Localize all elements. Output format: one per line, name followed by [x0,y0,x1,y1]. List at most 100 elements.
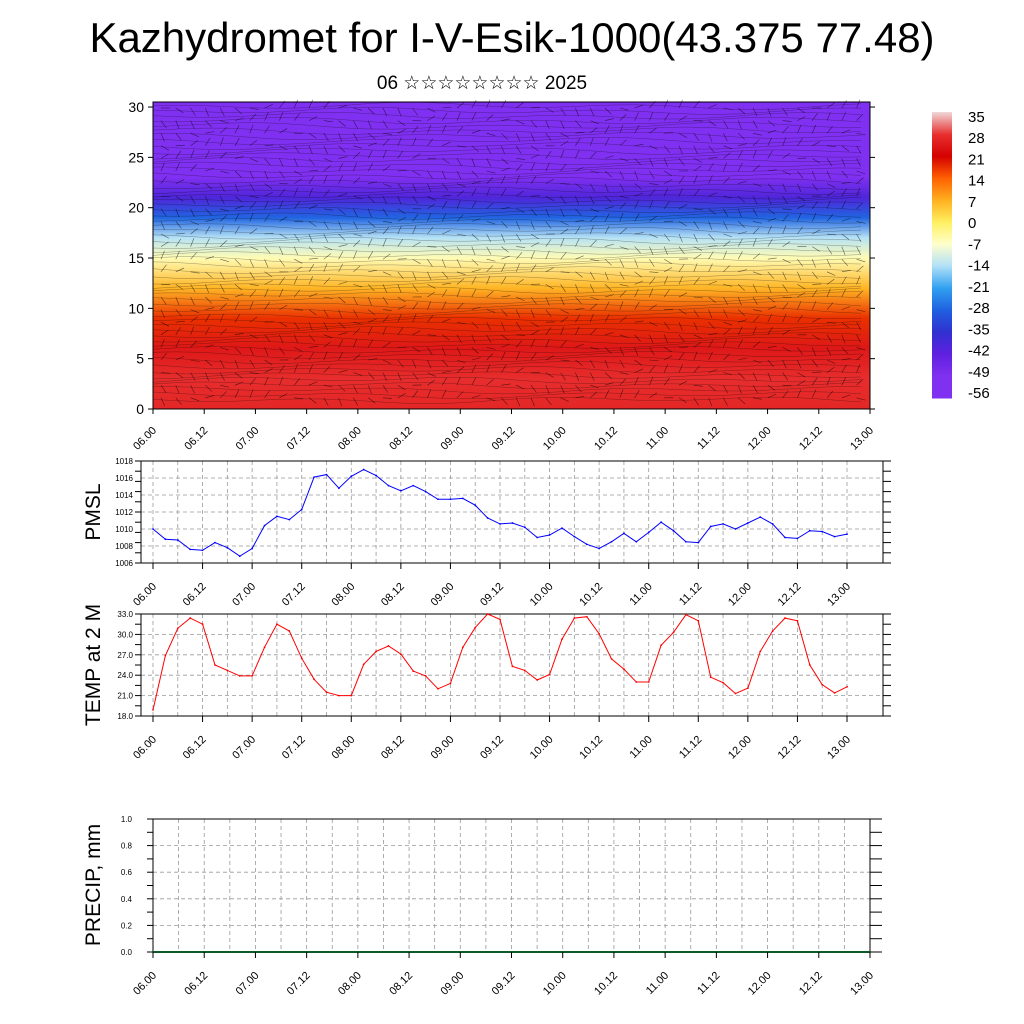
wind-barb [308,364,314,373]
wind-barb [841,188,847,197]
wind-barb [293,334,299,344]
wind-barb [442,106,452,109]
wind-barb [604,213,610,222]
contour-line [152,361,862,369]
wind-barb [308,132,317,139]
wind-barb [160,352,167,361]
y-tick-label: 15 [128,250,144,266]
temp-2m-point [164,654,167,657]
wind-barb [441,170,446,180]
wind-barb [264,288,269,298]
wind-barb [560,385,565,394]
x-tick-label: 07.12 [280,581,308,609]
pmsl-point [350,475,353,478]
wind-barb [663,334,668,344]
pmsl-point [164,538,167,541]
wind-barb [590,258,600,262]
precip-axis-label: PRECIP, mm [82,824,105,946]
section-fill [153,102,870,409]
wind-barb [693,365,700,373]
wind-barb [826,233,836,236]
wind-barb [427,359,432,369]
wind-barb [589,239,597,247]
x-tick-label: 09.12 [478,581,506,609]
wind-barb [752,372,758,381]
wind-barb [856,170,866,175]
wind-barb [471,347,479,354]
wind-barb [219,303,227,310]
wind-barb [530,221,535,230]
contour-line [152,132,862,140]
wind-barb [308,116,318,121]
wind-barb [782,313,787,323]
wind-barb [249,259,254,268]
wind-barb [397,238,404,247]
wind-barb [649,365,656,373]
wind-barb [160,162,165,172]
wind-barb [708,233,715,241]
pmsl-point [189,548,192,551]
wind-barb [767,137,772,146]
wind-barb [456,183,466,188]
wind-barb [575,296,582,304]
wind-barb [767,129,777,134]
pmsl-point [561,527,563,530]
wind-barb [293,246,299,255]
contour-line [152,336,862,344]
wind-barb [293,99,298,109]
wind-barb [812,229,821,235]
wind-barb [737,385,742,394]
contour-line [152,196,862,204]
wind-barb [516,102,524,109]
wind-barb [471,158,476,167]
y-tick-label: 10 [128,300,144,316]
wind-barb [427,246,437,248]
contour-line [152,126,862,135]
colorbar-segment [932,178,952,201]
wind-barb [515,263,520,272]
wind-barb [604,137,610,146]
wind-barb [723,195,733,199]
wind-barb [353,133,358,142]
wind-barb [205,296,213,304]
wind-barb [308,99,313,109]
wind-barb [160,372,171,374]
wind-barb [279,276,285,285]
wind-barb [397,208,406,215]
wind-barb [249,359,255,368]
wind-barb [752,359,762,364]
wind-barb [575,372,579,382]
wind-barb [723,120,729,129]
wind-barb [501,295,511,298]
wind-barb [575,226,581,235]
wind-barb [501,351,506,361]
wind-barb [353,372,363,376]
wind-barb [590,296,599,301]
wind-barb [811,301,817,310]
x-tick-label: 07.00 [234,425,262,453]
wind-barb [397,372,402,382]
wind-barb [678,364,683,373]
pmsl-point [746,522,749,524]
wind-barb [738,269,747,273]
wind-barb [708,321,715,330]
wind-barb [308,293,318,298]
wind-barb [471,145,479,152]
wind-barb [530,397,535,407]
wind-barb [826,102,835,109]
wind-barb [812,334,820,340]
wind-barb [353,152,361,159]
wind-barb [590,384,599,389]
x-tick-label: 08.12 [387,970,415,998]
wind-barb [693,175,698,184]
wind-barb [737,150,743,159]
wind-barb [752,149,757,159]
wind-barb [338,120,346,127]
wind-barb [501,175,506,184]
wind-barb [649,347,655,356]
temp-2m-point [846,685,848,688]
wind-barb [797,372,806,378]
wind-barb [368,230,377,235]
wind-barb [501,263,506,272]
wind-barb [486,233,491,243]
